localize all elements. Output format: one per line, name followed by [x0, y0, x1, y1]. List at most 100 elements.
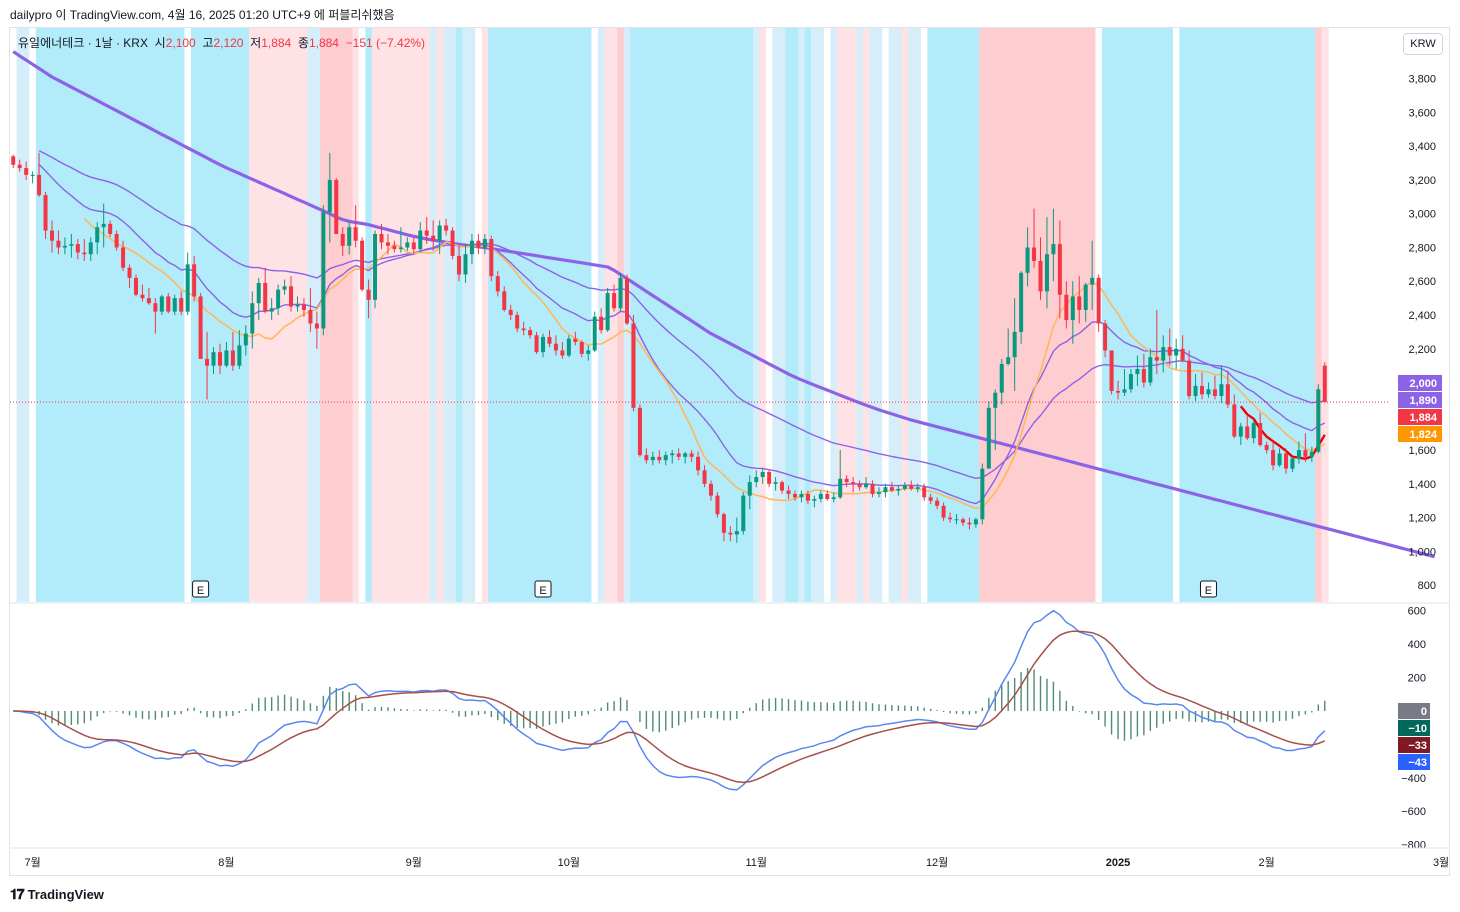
candle-body [721, 514, 726, 533]
background-band [378, 28, 386, 602]
tradingview-logo-text: TradingView [27, 887, 104, 902]
candle-body [928, 497, 933, 501]
candle-body [69, 244, 74, 246]
candle-body [411, 242, 416, 250]
candle-body [1284, 453, 1289, 469]
background-band [449, 28, 457, 602]
background-band [836, 28, 845, 602]
candle-body [586, 350, 591, 354]
signal-line [13, 630, 1326, 784]
time-tick-label: 7월 [24, 856, 40, 869]
background-band [694, 28, 702, 602]
background-band [933, 28, 941, 602]
candle-body [1090, 277, 1095, 285]
candle-body [734, 531, 739, 535]
candle-body [1206, 389, 1211, 395]
candle-body [1122, 389, 1127, 393]
candle-body [224, 350, 229, 366]
candle-body [980, 468, 985, 520]
background-band [1308, 28, 1316, 602]
background-band [339, 28, 347, 602]
macd-badge-label: −10 [1408, 723, 1427, 735]
candle-body [1025, 247, 1030, 273]
publish-info: dailypro 이 TradingView.com, 4월 16, 2025 … [10, 8, 395, 22]
candle-body [56, 240, 61, 248]
background-band [1224, 28, 1232, 602]
background-band [1321, 28, 1329, 602]
candle-body [909, 485, 914, 489]
background-band [35, 28, 43, 602]
background-band [139, 28, 147, 602]
candle-body [437, 225, 442, 241]
macd-badge-label: 0 [1421, 706, 1427, 718]
candle-body [1044, 254, 1049, 292]
background-band [442, 28, 450, 602]
low-value: 1,884 [261, 36, 292, 50]
background-band [1050, 28, 1058, 602]
candle-body [256, 282, 261, 304]
candle-body [127, 267, 132, 278]
background-band [68, 28, 76, 602]
candle-body [825, 493, 830, 500]
background-band [998, 28, 1006, 602]
symbol-legend[interactable]: 유일에너테크 · 1날 · KRX 시2,100 고2,120 저1,884 종… [18, 34, 425, 51]
candle-body [444, 225, 449, 231]
time-tick-label: 2월 [1258, 856, 1274, 869]
candle-body [476, 240, 481, 248]
candle-body [889, 487, 894, 491]
candle-body [676, 453, 681, 457]
background-band [210, 28, 218, 602]
currency-button[interactable]: KRW [1403, 33, 1443, 55]
background-band [1030, 28, 1038, 602]
background-band [1004, 28, 1013, 602]
candle-body [1032, 247, 1037, 261]
background-band [759, 28, 767, 602]
background-band [488, 28, 496, 602]
time-tick-label: 2025 [1106, 857, 1130, 869]
background-band [203, 28, 211, 602]
candle-body [870, 483, 875, 494]
candle-body [534, 335, 539, 353]
low-label: 저 [250, 36, 262, 50]
background-band [352, 28, 360, 602]
candle-body [360, 240, 365, 290]
candle-body [553, 343, 558, 351]
candle-body [1290, 458, 1295, 469]
candle-body [747, 482, 752, 496]
macd-line [13, 609, 1326, 791]
background-band [940, 28, 948, 602]
candle-body [1245, 426, 1250, 439]
candle-body [1006, 357, 1011, 364]
background-band [1108, 28, 1116, 602]
candle-body [146, 298, 151, 304]
macd-badge [1398, 703, 1430, 719]
background-band [946, 28, 954, 602]
tradingview-logo[interactable]: 𝟏𝟕 TradingView [10, 886, 104, 903]
candle-body [708, 483, 713, 496]
background-band [791, 28, 799, 602]
candle-body [450, 230, 455, 256]
price-badge [1398, 409, 1442, 425]
background-band [1140, 28, 1148, 602]
candle-body [799, 493, 804, 498]
candle-body [405, 242, 410, 248]
macd-badge [1398, 754, 1430, 770]
background-band [656, 28, 664, 602]
candle-body [1238, 426, 1243, 437]
background-band [236, 28, 244, 602]
earnings-marker-label: E [197, 585, 204, 597]
background-band [843, 28, 851, 602]
candle-body [689, 453, 694, 457]
background-band [824, 28, 832, 602]
candle-body [547, 336, 552, 344]
candle-body [1167, 347, 1172, 356]
background-band [397, 28, 405, 602]
background-band [371, 28, 379, 602]
high-label: 고 [202, 36, 214, 50]
background-band [429, 28, 438, 602]
candle-body [1103, 323, 1108, 351]
candle-body [43, 195, 48, 231]
background-band [93, 28, 102, 602]
